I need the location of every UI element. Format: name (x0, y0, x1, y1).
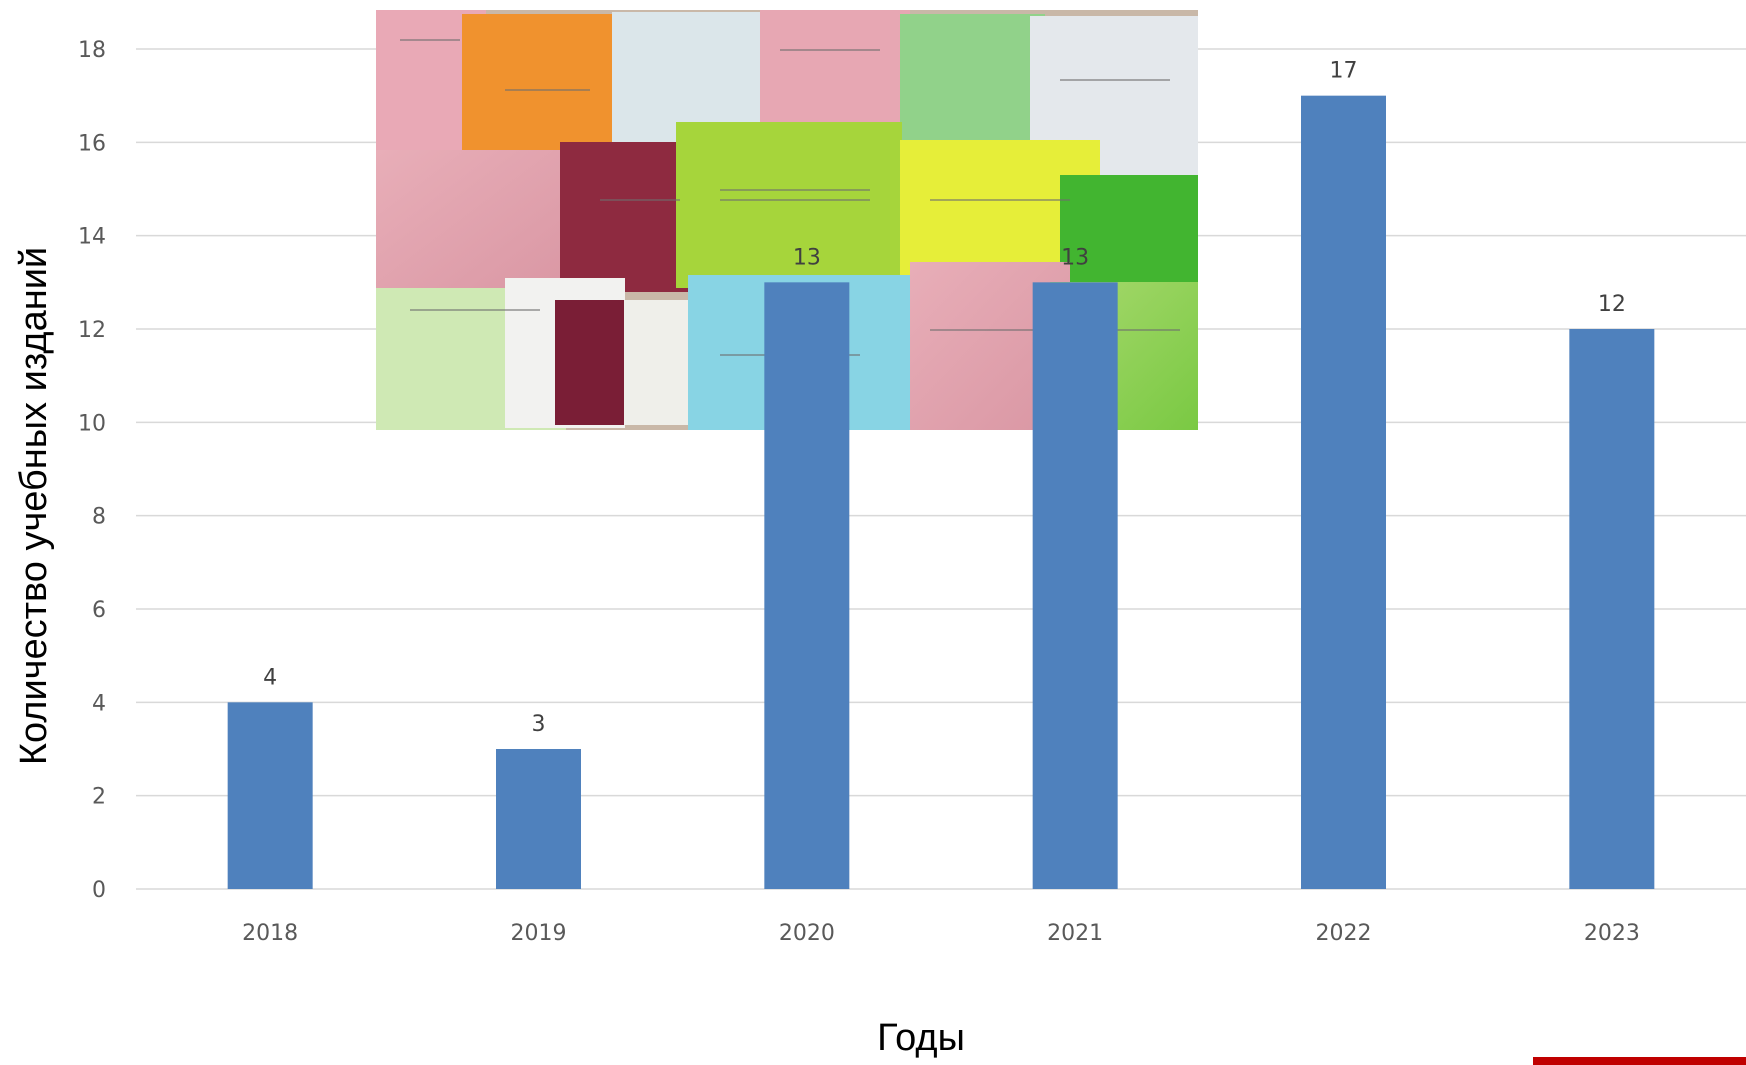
decorative-red-bar (1533, 1057, 1746, 1065)
x-tick-label-2021: 2021 (1047, 921, 1103, 946)
y-tick-label: 12 (78, 318, 106, 343)
bar-2018 (227, 702, 313, 889)
y-axis-title: Количество учебных изданий (13, 247, 55, 765)
data-label-2020: 13 (793, 245, 821, 270)
data-label-2022: 17 (1330, 59, 1358, 84)
y-tick-label: 0 (92, 878, 106, 903)
bar-2023 (1569, 329, 1655, 889)
y-tick-label: 8 (92, 505, 106, 530)
y-tick-labels: 0 2 4 6 8 10 12 14 16 18 (78, 38, 106, 903)
y-tick-label: 10 (78, 411, 106, 436)
y-tick-label: 2 (92, 785, 106, 810)
x-tick-label-2020: 2020 (779, 921, 835, 946)
data-label-2018: 4 (263, 665, 277, 690)
x-tick-labels: 2018 2019 2020 2021 2022 2023 (242, 921, 1640, 946)
y-tick-label: 4 (92, 691, 106, 716)
data-label-2019: 3 (532, 712, 546, 737)
y-tick-label: 18 (78, 38, 106, 63)
data-label-2021: 13 (1061, 245, 1089, 270)
y-tick-label: 6 (92, 598, 106, 623)
y-tick-label: 16 (78, 131, 106, 156)
bar-2022 (1301, 95, 1386, 889)
x-tick-label-2022: 2022 (1316, 921, 1372, 946)
x-axis-title: Годы (877, 1017, 965, 1059)
bars-group (227, 95, 1655, 889)
data-label-2023: 12 (1598, 292, 1626, 317)
x-tick-label-2018: 2018 (242, 921, 298, 946)
x-tick-label-2023: 2023 (1584, 921, 1640, 946)
bar-2021 (1032, 282, 1118, 889)
x-tick-label-2019: 2019 (511, 921, 567, 946)
bar-2020 (764, 282, 850, 889)
bar-2019 (496, 749, 581, 889)
data-labels-group: 4 3 13 13 17 12 (263, 59, 1626, 737)
y-tick-label: 14 (78, 225, 106, 250)
